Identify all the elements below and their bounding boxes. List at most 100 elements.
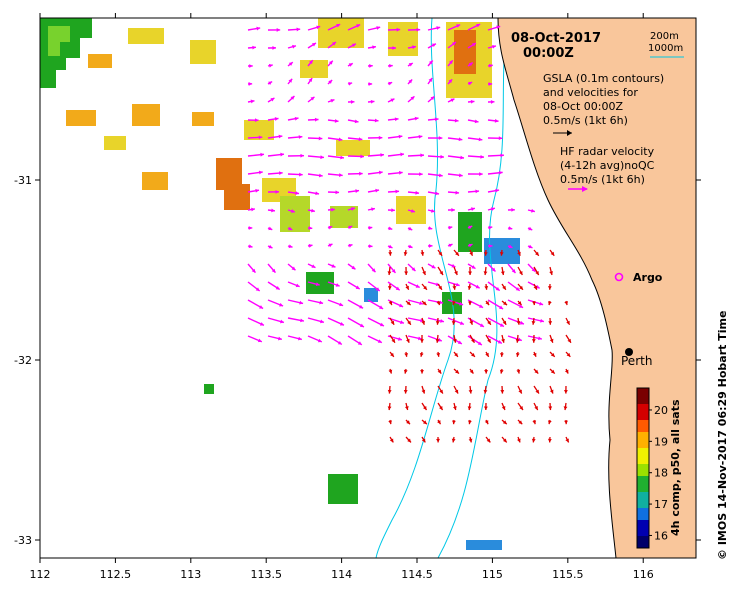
gsla-vector-head <box>317 338 322 343</box>
gsla-vector-head <box>368 82 373 86</box>
sst-patch <box>128 28 164 44</box>
hf-vector-head <box>534 369 539 374</box>
colorbar-band <box>637 472 649 477</box>
hf-vector-head <box>484 286 489 290</box>
gsla-vector-head <box>379 305 384 309</box>
gsla-vector-head <box>488 225 493 230</box>
gsla-vector-head <box>475 284 480 289</box>
gsla-vector-head <box>531 208 535 213</box>
gsla-vector-head <box>457 340 462 344</box>
hf-vector-head <box>471 352 475 357</box>
sst-patch <box>388 22 418 56</box>
hf-vector-head <box>387 271 392 275</box>
hf-vector-head <box>468 438 473 443</box>
isobaths <box>375 18 509 558</box>
gsla-vector-head <box>350 99 355 104</box>
hf-vector-head <box>421 438 426 443</box>
gsla-vector-head <box>476 23 481 28</box>
hf-vector-head <box>564 301 569 306</box>
hf-vector-head <box>403 369 408 374</box>
gsla-vector-head <box>288 62 293 66</box>
gsla-vector-head <box>319 300 324 305</box>
gsla-vector-head <box>488 82 493 86</box>
gsla-vector-head <box>368 225 373 230</box>
gsla-vector-head <box>475 189 480 194</box>
hf-vector-head <box>455 369 459 374</box>
colorbar-band <box>637 424 649 429</box>
gsla-vector-head <box>290 209 295 213</box>
hf-vector-head <box>406 301 411 306</box>
gsla-vector-head <box>315 191 320 196</box>
hf-vector-head <box>549 338 554 343</box>
hf-vector-head <box>468 389 473 394</box>
colorbar-band <box>637 432 649 437</box>
gsla-vector-head <box>540 318 544 323</box>
hf-vector-head <box>531 339 536 343</box>
gsla-vector-head <box>331 207 335 212</box>
gsla-vector-head <box>249 64 253 68</box>
hf-vector-head <box>469 369 474 374</box>
hf-vector-head <box>387 286 392 290</box>
x-tick-label: 114 <box>331 568 352 581</box>
gsla-vector-head <box>448 79 453 84</box>
gsla-vector-head <box>456 24 461 28</box>
gsla-vector-head <box>359 171 363 176</box>
gsla-vector-head <box>519 321 524 325</box>
sst-patch <box>396 196 426 224</box>
gsla-vector-head <box>257 338 262 343</box>
gsla-vector-head <box>388 244 393 249</box>
gsla-vector-head <box>538 336 542 341</box>
hf-vector-head <box>483 389 488 394</box>
hf-vector-head <box>517 251 521 256</box>
gsla-vector-head <box>471 207 475 211</box>
colorbar-band <box>637 532 649 537</box>
x-tick-label: 113 <box>180 568 201 581</box>
gsla-vector-head <box>256 26 261 31</box>
gsla-vector-head <box>335 190 340 195</box>
hf-vector-head <box>419 352 424 357</box>
hf-vector-head <box>390 352 394 357</box>
sst-patch <box>216 158 242 190</box>
credit-text: © IMOS 14-Nov-2017 06:29 Hobart Time <box>716 311 729 560</box>
gsla-vector-head <box>496 25 501 30</box>
colorbar-band <box>637 500 649 505</box>
gsla-vector-head <box>348 63 353 67</box>
gsla-vector-head <box>468 81 473 86</box>
colorbar-band <box>637 524 649 529</box>
gsla-vector-head <box>371 268 376 273</box>
hf-vector-head <box>452 420 456 425</box>
hf-vector-head <box>452 338 457 343</box>
hf-vector-head <box>485 352 489 357</box>
argo-icon <box>614 272 624 282</box>
gsla-vector-head <box>276 28 281 32</box>
gsla-vector-head <box>378 170 383 175</box>
gsla-vector-head <box>451 42 456 46</box>
gsla-vector-head <box>377 339 382 343</box>
gsla-vector-head <box>330 99 335 103</box>
gsla-vector-head <box>275 286 280 290</box>
gsla-vector-head <box>397 337 402 341</box>
hf-vector-head <box>486 438 491 443</box>
hf-vector-head <box>420 370 424 374</box>
hf-vector-head <box>451 301 456 306</box>
colorbar-band <box>637 428 649 433</box>
gsla-vector-head <box>428 244 433 248</box>
hf-vector-head <box>534 406 538 411</box>
gsla-vector-head <box>416 27 421 32</box>
gsla-vector-head <box>248 226 253 230</box>
gsla-vector-head <box>296 27 301 32</box>
hf-vector-head <box>531 321 536 325</box>
hf-vector-head <box>405 285 409 290</box>
colorbar-band <box>637 444 649 449</box>
x-tick-label: 116 <box>633 568 654 581</box>
hf-vector-head <box>467 406 472 411</box>
hf-legend-1: HF radar velocity <box>560 145 655 158</box>
gsla-vector-head <box>431 43 436 48</box>
hf-vector-head <box>468 301 472 306</box>
sst-patch <box>66 110 96 126</box>
gsla-vector-head <box>398 134 403 139</box>
sst-patch <box>306 272 334 294</box>
gsla-vector-head <box>337 340 342 345</box>
hf-vector-head <box>487 320 491 325</box>
